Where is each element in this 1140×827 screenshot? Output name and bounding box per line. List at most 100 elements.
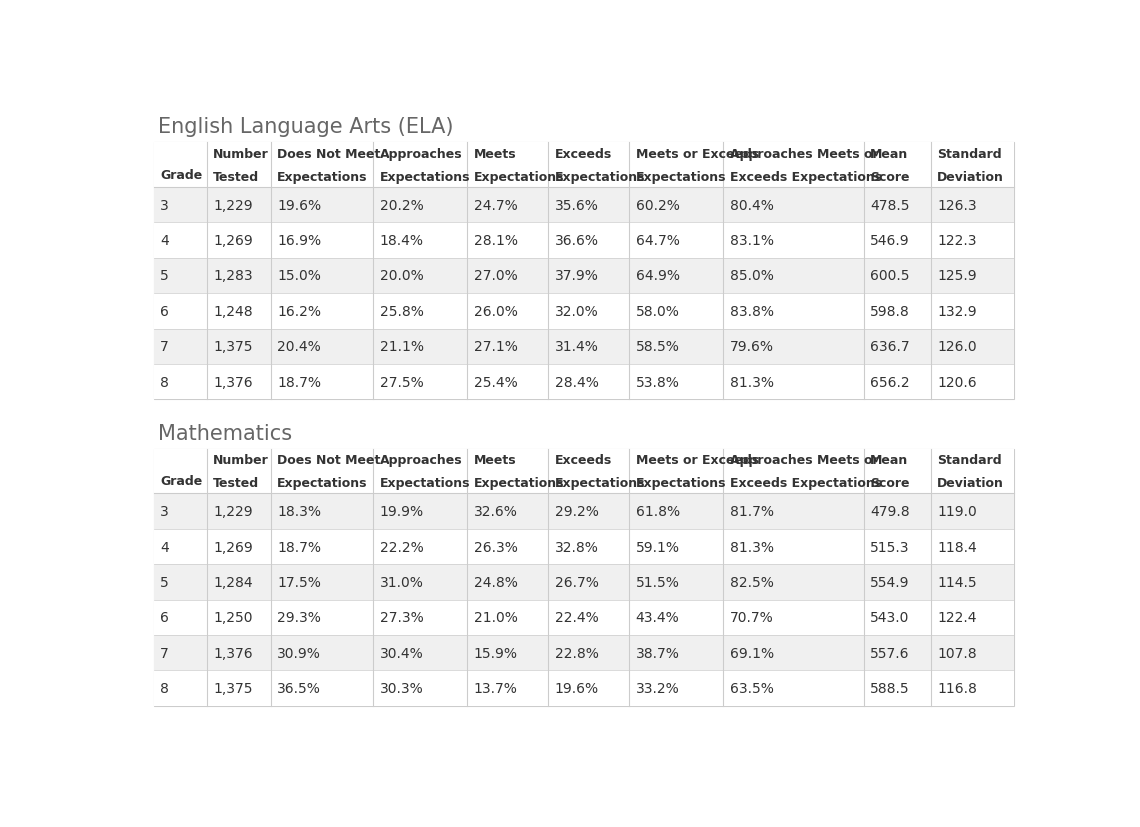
Bar — [154, 188, 1015, 223]
Text: 21.1%: 21.1% — [380, 340, 424, 354]
Text: 5: 5 — [161, 269, 169, 283]
Text: 17.5%: 17.5% — [277, 576, 321, 589]
Text: 18.7%: 18.7% — [277, 540, 321, 554]
Text: 1,269: 1,269 — [213, 540, 253, 554]
Text: Does Not Meet: Does Not Meet — [277, 453, 381, 466]
Text: 27.0%: 27.0% — [473, 269, 518, 283]
Text: Meets or Exceeds: Meets or Exceeds — [636, 147, 759, 160]
Text: 126.3: 126.3 — [937, 198, 977, 213]
Text: Standard: Standard — [937, 147, 1002, 160]
Text: 479.8: 479.8 — [870, 504, 910, 519]
Text: 82.5%: 82.5% — [730, 576, 773, 589]
Text: 64.7%: 64.7% — [636, 234, 679, 248]
Text: 7: 7 — [161, 646, 169, 660]
Text: 16.9%: 16.9% — [277, 234, 321, 248]
Text: Mean: Mean — [870, 453, 909, 466]
Text: 132.9: 132.9 — [937, 304, 977, 318]
Text: 18.4%: 18.4% — [380, 234, 424, 248]
Text: 36.5%: 36.5% — [277, 681, 321, 696]
Text: 81.7%: 81.7% — [730, 504, 774, 519]
Text: 61.8%: 61.8% — [636, 504, 679, 519]
Text: 16.2%: 16.2% — [277, 304, 321, 318]
Bar — [154, 600, 1015, 635]
Text: 27.3%: 27.3% — [380, 610, 423, 624]
Text: 69.1%: 69.1% — [730, 646, 774, 660]
Text: Expectations: Expectations — [277, 476, 368, 490]
Text: 1,229: 1,229 — [213, 198, 253, 213]
Text: 107.8: 107.8 — [937, 646, 977, 660]
Text: 636.7: 636.7 — [870, 340, 910, 354]
Text: 58.0%: 58.0% — [636, 304, 679, 318]
Text: 19.6%: 19.6% — [277, 198, 321, 213]
Text: 4: 4 — [161, 540, 169, 554]
Text: 15.0%: 15.0% — [277, 269, 321, 283]
Text: 22.2%: 22.2% — [380, 540, 423, 554]
Text: 6: 6 — [161, 304, 169, 318]
Text: 554.9: 554.9 — [870, 576, 910, 589]
Text: Number: Number — [213, 147, 269, 160]
Text: Score: Score — [870, 170, 910, 184]
Bar — [154, 143, 1015, 188]
Text: Exceeds Expectations: Exceeds Expectations — [730, 170, 881, 184]
Text: 120.6: 120.6 — [937, 375, 977, 390]
Text: 119.0: 119.0 — [937, 504, 977, 519]
Text: Grade: Grade — [161, 475, 203, 488]
Text: 1,269: 1,269 — [213, 234, 253, 248]
Text: Exceeds Expectations: Exceeds Expectations — [730, 476, 881, 490]
Text: 22.8%: 22.8% — [554, 646, 598, 660]
Text: 116.8: 116.8 — [937, 681, 977, 696]
Text: 26.0%: 26.0% — [473, 304, 518, 318]
Text: 543.0: 543.0 — [870, 610, 910, 624]
Bar — [154, 223, 1015, 258]
Bar — [154, 671, 1015, 706]
Text: 6: 6 — [161, 610, 169, 624]
Text: 557.6: 557.6 — [870, 646, 910, 660]
Text: Expectations: Expectations — [636, 476, 726, 490]
Text: 30.4%: 30.4% — [380, 646, 423, 660]
Text: 19.6%: 19.6% — [554, 681, 598, 696]
Text: 1,250: 1,250 — [213, 610, 253, 624]
Text: 3: 3 — [161, 198, 169, 213]
Text: 85.0%: 85.0% — [730, 269, 773, 283]
Text: 81.3%: 81.3% — [730, 540, 774, 554]
Text: 3: 3 — [161, 504, 169, 519]
Text: 38.7%: 38.7% — [636, 646, 679, 660]
Text: 36.6%: 36.6% — [554, 234, 598, 248]
Text: 18.7%: 18.7% — [277, 375, 321, 390]
Text: 478.5: 478.5 — [870, 198, 910, 213]
Text: 546.9: 546.9 — [870, 234, 910, 248]
Bar — [154, 329, 1015, 365]
Text: 19.9%: 19.9% — [380, 504, 424, 519]
Text: 5: 5 — [161, 576, 169, 589]
Text: Expectations: Expectations — [636, 170, 726, 184]
Text: Expectations: Expectations — [554, 476, 645, 490]
Text: 60.2%: 60.2% — [636, 198, 679, 213]
Text: Number: Number — [213, 453, 269, 466]
Text: 7: 7 — [161, 340, 169, 354]
Text: 515.3: 515.3 — [870, 540, 910, 554]
Text: 83.8%: 83.8% — [730, 304, 774, 318]
Text: 122.4: 122.4 — [937, 610, 977, 624]
Text: 125.9: 125.9 — [937, 269, 977, 283]
Text: Expectations: Expectations — [473, 476, 564, 490]
Text: 33.2%: 33.2% — [636, 681, 679, 696]
Text: 80.4%: 80.4% — [730, 198, 773, 213]
Text: 126.0: 126.0 — [937, 340, 977, 354]
Text: 1,283: 1,283 — [213, 269, 253, 283]
Text: 28.1%: 28.1% — [473, 234, 518, 248]
Text: 22.4%: 22.4% — [554, 610, 598, 624]
Bar — [154, 449, 1015, 494]
Bar — [154, 635, 1015, 671]
Text: Tested: Tested — [213, 170, 260, 184]
Text: 24.7%: 24.7% — [473, 198, 518, 213]
Text: 4: 4 — [161, 234, 169, 248]
Text: 79.6%: 79.6% — [730, 340, 774, 354]
Text: 1,284: 1,284 — [213, 576, 253, 589]
Text: Exceeds: Exceeds — [554, 147, 612, 160]
Text: Meets: Meets — [473, 453, 516, 466]
Text: 30.9%: 30.9% — [277, 646, 321, 660]
Text: Approaches Meets or: Approaches Meets or — [730, 453, 878, 466]
Text: Tested: Tested — [213, 476, 260, 490]
Text: 32.8%: 32.8% — [554, 540, 598, 554]
Text: 35.6%: 35.6% — [554, 198, 598, 213]
